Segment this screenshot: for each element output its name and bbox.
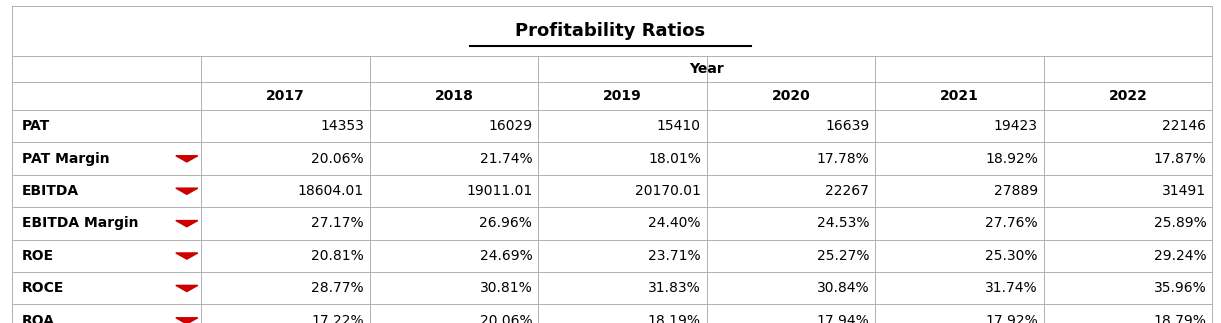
Text: 17.87%: 17.87% — [1154, 151, 1206, 165]
Text: 24.53%: 24.53% — [817, 216, 869, 230]
Text: 18.79%: 18.79% — [1154, 314, 1206, 323]
Text: 30.81%: 30.81% — [480, 281, 532, 295]
Text: 24.69%: 24.69% — [480, 249, 532, 263]
Text: 18.01%: 18.01% — [648, 151, 701, 165]
Text: 20.81%: 20.81% — [311, 249, 364, 263]
Text: 16029: 16029 — [488, 119, 532, 133]
Text: 22267: 22267 — [825, 184, 869, 198]
Polygon shape — [176, 318, 198, 323]
Text: EBITDA: EBITDA — [22, 184, 79, 198]
Polygon shape — [176, 253, 198, 259]
Text: 28.77%: 28.77% — [311, 281, 364, 295]
Text: 16639: 16639 — [825, 119, 869, 133]
Text: 17.92%: 17.92% — [985, 314, 1038, 323]
Polygon shape — [176, 156, 198, 162]
Text: ROCE: ROCE — [22, 281, 65, 295]
Text: Profitability Ratios: Profitability Ratios — [515, 22, 706, 40]
Text: 20.06%: 20.06% — [480, 314, 532, 323]
Text: 14353: 14353 — [320, 119, 364, 133]
Text: 31.83%: 31.83% — [648, 281, 701, 295]
Text: PAT Margin: PAT Margin — [22, 151, 110, 165]
Text: ROA: ROA — [22, 314, 55, 323]
Text: 25.30%: 25.30% — [985, 249, 1038, 263]
Text: 27.76%: 27.76% — [985, 216, 1038, 230]
Polygon shape — [176, 221, 198, 227]
Text: 35.96%: 35.96% — [1154, 281, 1206, 295]
Text: ROE: ROE — [22, 249, 54, 263]
Text: 29.24%: 29.24% — [1154, 249, 1206, 263]
Text: 24.40%: 24.40% — [648, 216, 701, 230]
Text: 18604.01: 18604.01 — [298, 184, 364, 198]
Text: 18.19%: 18.19% — [648, 314, 701, 323]
Polygon shape — [176, 285, 198, 292]
Text: 2020: 2020 — [772, 89, 811, 103]
Text: 25.89%: 25.89% — [1154, 216, 1206, 230]
Text: 25.27%: 25.27% — [817, 249, 869, 263]
Text: 18.92%: 18.92% — [985, 151, 1038, 165]
Text: 19423: 19423 — [994, 119, 1038, 133]
Text: 15410: 15410 — [657, 119, 701, 133]
Text: 30.84%: 30.84% — [817, 281, 869, 295]
Text: Year: Year — [690, 62, 724, 76]
Text: EBITDA Margin: EBITDA Margin — [22, 216, 138, 230]
Text: 19011.01: 19011.01 — [466, 184, 532, 198]
Text: 20.06%: 20.06% — [311, 151, 364, 165]
Text: 27889: 27889 — [994, 184, 1038, 198]
Text: PAT: PAT — [22, 119, 50, 133]
Text: 2021: 2021 — [940, 89, 979, 103]
Text: 20170.01: 20170.01 — [635, 184, 701, 198]
Text: 27.17%: 27.17% — [311, 216, 364, 230]
Text: 21.74%: 21.74% — [480, 151, 532, 165]
Text: 22146: 22146 — [1162, 119, 1206, 133]
Text: 17.94%: 17.94% — [817, 314, 869, 323]
Text: 23.71%: 23.71% — [648, 249, 701, 263]
Text: 17.78%: 17.78% — [817, 151, 869, 165]
Text: 2017: 2017 — [266, 89, 305, 103]
Text: 31491: 31491 — [1162, 184, 1206, 198]
Text: 17.22%: 17.22% — [311, 314, 364, 323]
Text: 26.96%: 26.96% — [480, 216, 532, 230]
Text: 2022: 2022 — [1109, 89, 1148, 103]
Text: 2018: 2018 — [435, 89, 474, 103]
Polygon shape — [176, 188, 198, 194]
Text: 2019: 2019 — [603, 89, 642, 103]
Text: 31.74%: 31.74% — [985, 281, 1038, 295]
